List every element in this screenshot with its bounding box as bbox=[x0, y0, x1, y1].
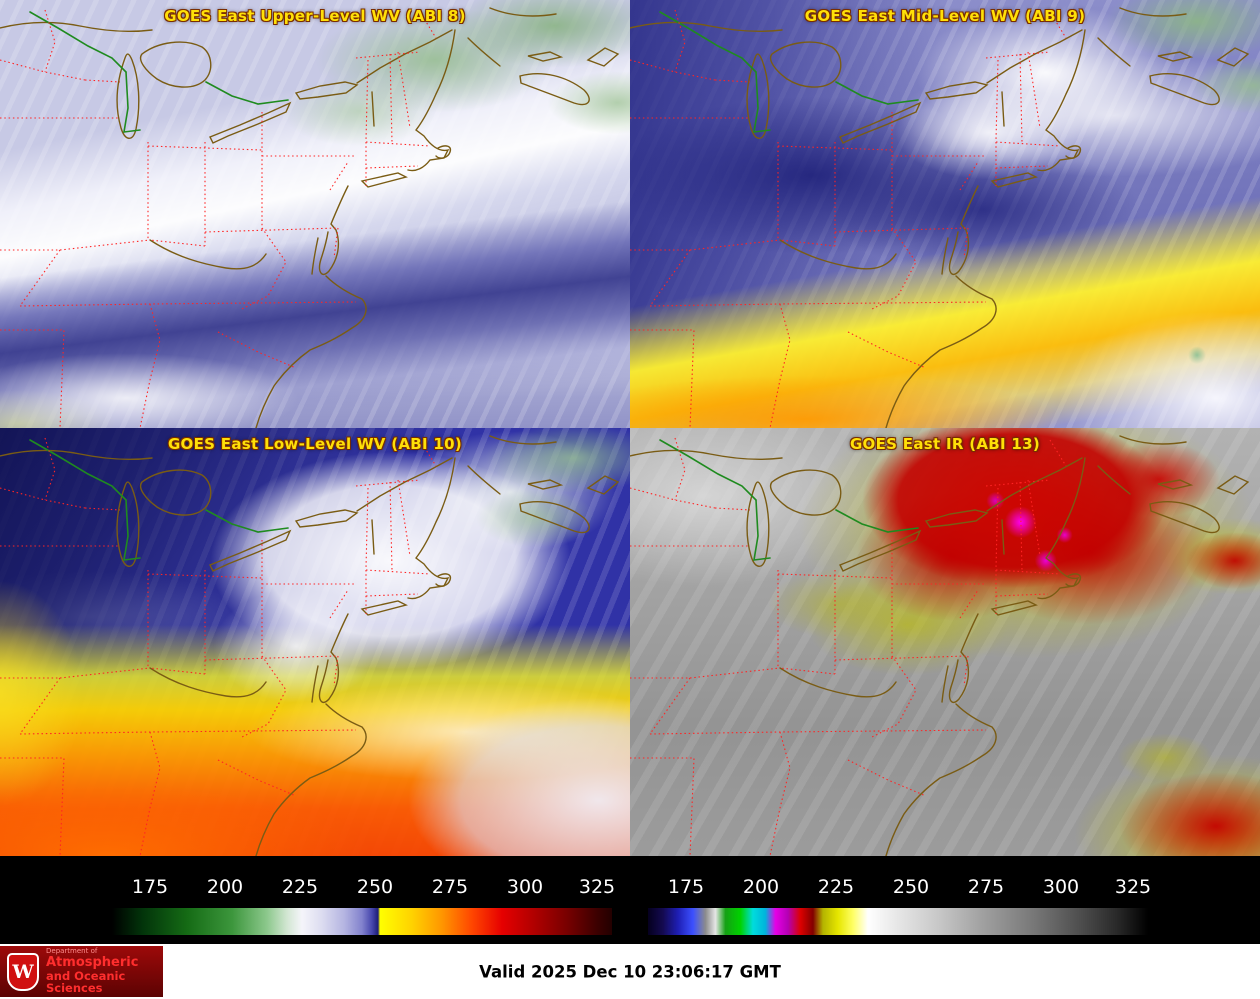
ir-colorbar-gradient bbox=[648, 908, 1148, 935]
ir-colorbar-ticks: 175 200 225 250 275 300 325 bbox=[648, 876, 1152, 902]
colorbar-tick: 225 bbox=[817, 876, 855, 898]
panel-title-low-wv: GOES East Low-Level WV (ABI 10) bbox=[167, 435, 463, 453]
panel-ir: GOES East IR (ABI 13) bbox=[630, 428, 1260, 856]
valid-timestamp: Valid 2025 Dec 10 23:06:17 GMT bbox=[479, 962, 781, 981]
map-borders-overlay bbox=[0, 7, 619, 428]
logo-atmospheric-line: Atmospheric bbox=[46, 954, 139, 970]
colorbar-tick: 275 bbox=[967, 876, 1005, 898]
footer-bar: W Department of Atmospheric and Oceanic … bbox=[0, 944, 1260, 999]
colorbar-strip: 175 200 225 250 275 300 325 175 200 225 … bbox=[0, 856, 1260, 944]
panel-mid-level-wv: GOES East Mid-Level WV (ABI 9) bbox=[630, 0, 1260, 428]
map-borders-overlay bbox=[0, 435, 619, 856]
logo-oceanic-line: and Oceanic Sciences bbox=[46, 968, 126, 996]
panel-upper-level-wv: GOES East Upper-Level WV (ABI 8) bbox=[0, 0, 630, 428]
colorbar-tick: 225 bbox=[281, 876, 319, 898]
colorbar-tick: 300 bbox=[1042, 876, 1080, 898]
logo-text: Department of Atmospheric and Oceanic Sc… bbox=[46, 947, 156, 996]
colorbar-tick: 325 bbox=[578, 876, 616, 898]
logo-dept-line: Department of bbox=[46, 947, 98, 956]
panel-title-mid-wv: GOES East Mid-Level WV (ABI 9) bbox=[804, 7, 1086, 25]
colorbar-tick: 200 bbox=[206, 876, 244, 898]
colorbar-tick: 275 bbox=[431, 876, 469, 898]
map-borders-overlay bbox=[630, 7, 1249, 428]
panel-title-upper-wv: GOES East Upper-Level WV (ABI 8) bbox=[164, 7, 466, 25]
colorbar-tick: 175 bbox=[131, 876, 169, 898]
colorbar-tick: 300 bbox=[506, 876, 544, 898]
colorbar-tick: 175 bbox=[667, 876, 705, 898]
colorbar-tick: 325 bbox=[1114, 876, 1152, 898]
wv-colorbar-gradient bbox=[112, 908, 612, 935]
map-borders-overlay bbox=[630, 435, 1249, 856]
satellite-quad-grid: GOES East Upper-Level WV (ABI 8) GOES Ea… bbox=[0, 0, 1260, 856]
panel-title-ir: GOES East IR (ABI 13) bbox=[849, 435, 1041, 453]
uw-aos-logo: W Department of Atmospheric and Oceanic … bbox=[0, 946, 163, 997]
uw-crest-icon: W bbox=[7, 952, 39, 991]
panel-low-level-wv: GOES East Low-Level WV (ABI 10) bbox=[0, 428, 630, 856]
crest-letter: W bbox=[12, 960, 34, 983]
wv-colorbar-ticks: 175 200 225 250 275 300 325 bbox=[112, 876, 616, 902]
colorbar-tick: 200 bbox=[742, 876, 780, 898]
colorbar-tick: 250 bbox=[892, 876, 930, 898]
colorbar-tick: 250 bbox=[356, 876, 394, 898]
